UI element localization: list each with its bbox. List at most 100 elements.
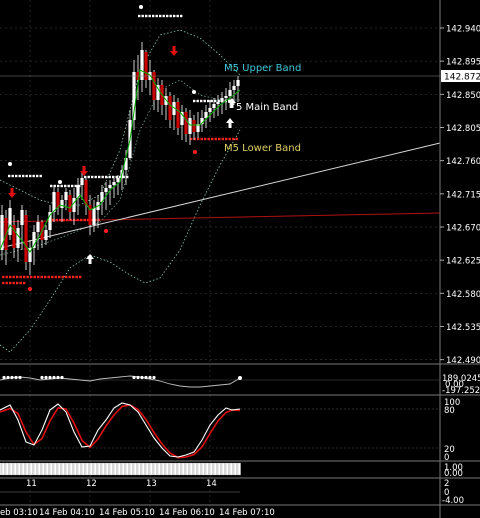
ind3-histogram-bar <box>117 462 121 476</box>
stoch-tick-100: 100 <box>444 398 460 408</box>
bull-candle <box>44 230 48 240</box>
ind3-histogram-bar <box>69 462 73 476</box>
support-dot <box>5 281 8 285</box>
stoch-main-line <box>0 402 241 458</box>
resistance-dot <box>108 175 111 179</box>
ind1-dot <box>136 375 140 380</box>
support-dot <box>87 218 90 222</box>
resistance-dot <box>162 14 165 18</box>
day-label-14: 14 <box>206 479 217 489</box>
resistance-dot <box>112 175 115 179</box>
ind3-tick-top: 1.00 <box>444 463 463 473</box>
ma-path <box>0 69 241 253</box>
ind3-histogram-bar <box>129 462 133 476</box>
ind1-dot <box>140 375 144 380</box>
support-dot <box>204 137 207 141</box>
support-dot <box>197 137 200 141</box>
resistance-dot <box>11 174 14 178</box>
support-dot <box>232 137 235 141</box>
resistance-dot <box>18 174 21 178</box>
sell-arrow-icon <box>80 166 88 176</box>
day-label-13: 13 <box>146 479 157 489</box>
ind1-dot <box>132 375 136 380</box>
ind3-histogram-bar <box>205 462 209 476</box>
bull-candle <box>60 200 64 208</box>
support-dot <box>5 275 8 279</box>
bull-candle <box>20 210 24 225</box>
bull-candle <box>116 178 120 182</box>
price-tick-label: 142.715 <box>446 190 480 200</box>
ind3-histogram-bar <box>133 462 137 476</box>
resistance-dot <box>67 184 70 188</box>
price-tick-label: 142.895 <box>446 58 480 68</box>
ind1-dot <box>60 375 64 380</box>
ind3-histogram-bar <box>201 462 205 476</box>
support-dot <box>80 218 83 222</box>
resistance-dot <box>196 99 199 103</box>
resistance-dot <box>50 184 53 188</box>
ind1-dot <box>52 375 56 380</box>
support-dot <box>90 218 93 222</box>
ind3-histogram-bar <box>57 462 61 476</box>
support-dot <box>37 275 40 279</box>
bull-candle <box>32 232 36 248</box>
support-dot <box>23 275 26 279</box>
stoch-signal-line <box>0 404 241 459</box>
price-tick-label: 142.850 <box>446 91 480 101</box>
support-dot <box>235 137 238 141</box>
support-dot <box>76 218 79 222</box>
ind3-histogram-bar <box>105 462 109 476</box>
resistance-dot <box>98 175 101 179</box>
ind1-dot <box>18 375 22 380</box>
bull-candle <box>108 185 112 188</box>
bull-candle <box>124 158 128 170</box>
resistance-dot <box>141 14 144 18</box>
ind3-histogram-bar <box>109 462 113 476</box>
date-label-5: 14 Feb 07:10 <box>219 508 275 518</box>
bull-candle <box>172 102 176 115</box>
resistance-dot <box>207 99 210 103</box>
support-dot <box>44 275 47 279</box>
support-dot <box>16 281 19 285</box>
resistance-dot <box>8 174 11 178</box>
resistance-dot <box>74 184 77 188</box>
ind3-histogram-bar <box>233 462 237 476</box>
bear-candle <box>176 102 180 128</box>
bear-candle <box>56 192 60 208</box>
support-dot <box>2 281 5 285</box>
bull-candle <box>8 208 12 235</box>
support-dot <box>218 137 221 141</box>
support-marker <box>193 150 197 154</box>
resistance-dot <box>203 99 206 103</box>
resistance-dot <box>115 175 118 179</box>
resistance-dot <box>166 14 169 18</box>
bull-candle <box>208 108 212 112</box>
ind4-tick-mid: 0 <box>444 488 449 498</box>
upper-band-label: M5 Upper Band <box>224 63 301 74</box>
ind4-tick-top: 2 <box>444 479 449 489</box>
price-tick-label: 142.670 <box>446 223 480 233</box>
bull-candle <box>76 185 80 198</box>
support-dot <box>221 137 224 141</box>
ind3-histogram-bar <box>65 462 69 476</box>
ind3-histogram-bar <box>173 462 177 476</box>
ind3-histogram-bar <box>81 462 85 476</box>
support-dot <box>61 275 64 279</box>
bear-candle <box>84 180 88 205</box>
bull-candle <box>72 198 76 212</box>
price-tick-label: 142.760 <box>446 157 480 167</box>
indicator-pane-1 <box>0 375 440 388</box>
resistance-dot <box>64 184 67 188</box>
resistance-dot <box>173 14 176 18</box>
bull-candle <box>228 90 232 96</box>
upper-band-line <box>0 29 241 206</box>
ind3-histogram-bar <box>17 462 21 476</box>
resistance-dot <box>29 174 32 178</box>
price-tick-label: 142.535 <box>446 323 480 333</box>
trend-line[interactable] <box>0 142 441 249</box>
ind3-histogram-bar <box>189 462 193 476</box>
bull-candle <box>132 72 136 120</box>
ind3-histogram-bar <box>121 462 125 476</box>
